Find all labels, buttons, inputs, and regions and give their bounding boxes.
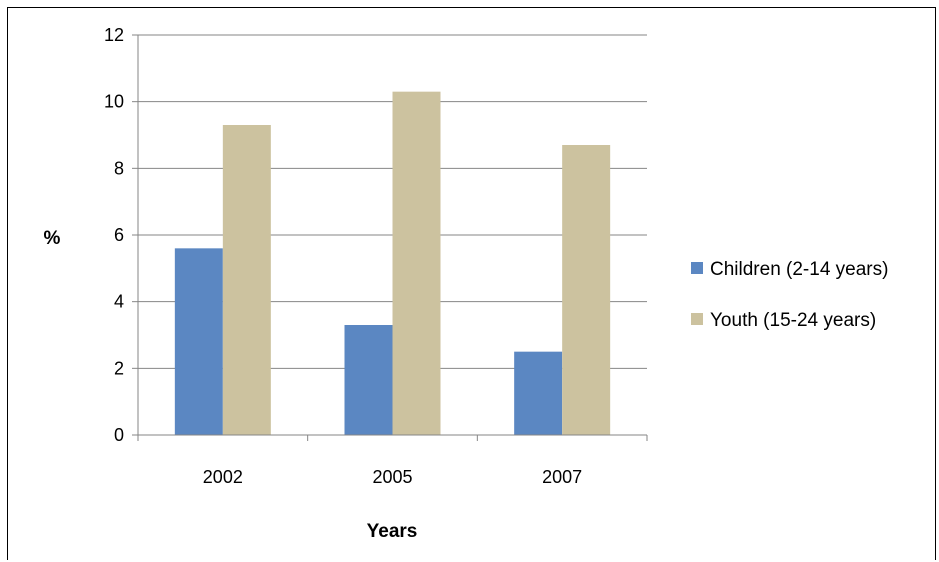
y-tick-label: 0 — [114, 425, 124, 445]
bar — [392, 91, 441, 436]
chart-frame — [7, 7, 936, 560]
y-axis-title: % — [44, 228, 61, 249]
legend-swatch — [691, 262, 703, 274]
bar — [562, 145, 611, 435]
x-tick-label: 2007 — [542, 467, 582, 487]
bar — [344, 325, 393, 435]
y-tick-label: 10 — [104, 92, 124, 112]
y-tick-label: 2 — [114, 358, 124, 378]
y-tick-label: 4 — [114, 292, 124, 312]
x-axis-title: Years — [367, 521, 418, 542]
y-tick-label: 12 — [104, 25, 124, 45]
y-tick-label: 8 — [114, 158, 124, 178]
y-tick-label: 6 — [114, 225, 124, 245]
axes — [132, 34, 648, 441]
legend-label: Children (2-14 years) — [710, 259, 888, 280]
x-tick-label: 2005 — [372, 467, 412, 487]
y-tick-labels: 0 2 4 6 8 10 12 — [104, 25, 124, 445]
bar — [174, 248, 223, 435]
legend-label: Youth (15-24 years) — [710, 310, 876, 331]
bar — [222, 125, 271, 435]
x-tick-label: 2002 — [203, 467, 243, 487]
legend: Children (2-14 years) Youth (15-24 years) — [691, 259, 888, 331]
bars — [174, 91, 611, 436]
x-tick-labels: 2002 2005 2007 — [203, 467, 582, 487]
legend-swatch — [691, 313, 703, 325]
bar — [514, 351, 563, 435]
